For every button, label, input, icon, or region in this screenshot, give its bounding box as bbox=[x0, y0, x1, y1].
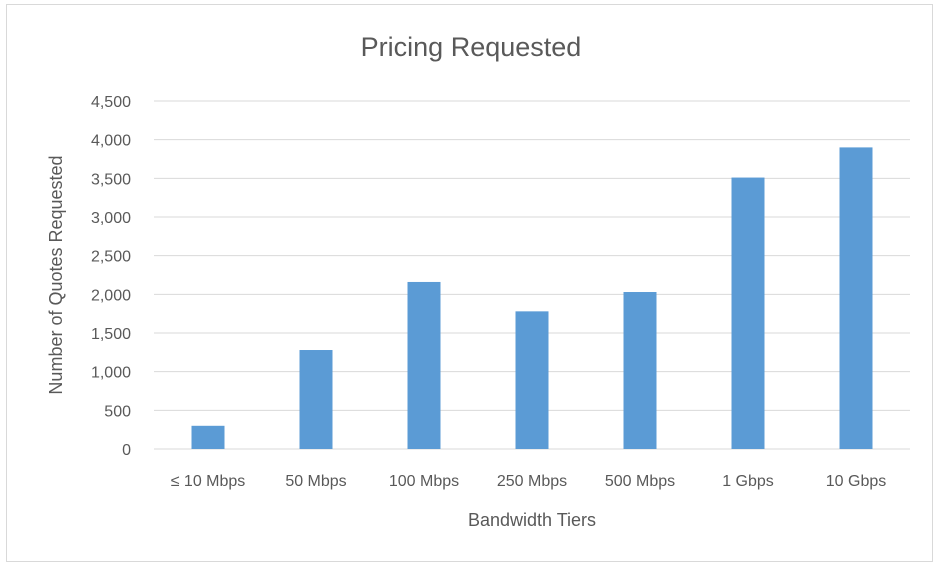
bar bbox=[407, 281, 441, 449]
y-tick-label: 4,000 bbox=[91, 133, 131, 150]
y-tick-label: 500 bbox=[104, 403, 131, 420]
y-axis-title: Number of Quotes Requested bbox=[46, 155, 66, 394]
x-axis-title: Bandwidth Tiers bbox=[468, 510, 596, 530]
y-tick-label: 3,500 bbox=[91, 171, 131, 188]
bar bbox=[191, 425, 225, 449]
bar bbox=[299, 350, 333, 449]
bar bbox=[731, 177, 765, 449]
y-tick-label: 4,500 bbox=[91, 94, 131, 111]
y-axis-ticks: 0 500 1,000 1,500 2,000 2,500 3,000 3,500 4,000 4… bbox=[91, 94, 131, 459]
x-tick-label: 250 Mbps bbox=[497, 473, 567, 490]
gridlines bbox=[154, 100, 910, 450]
y-tick-label: 2,000 bbox=[91, 287, 131, 304]
y-tick-label: 1,000 bbox=[91, 365, 131, 382]
chart-frame bbox=[6, 4, 933, 562]
x-tick-label: ≤ 10 Mbps bbox=[171, 473, 246, 490]
y-tick-label: 0 bbox=[122, 442, 131, 459]
chart-title: Pricing Requested bbox=[361, 32, 582, 62]
y-tick-label: 2,500 bbox=[91, 249, 131, 266]
x-tick-label: 1 Gbps bbox=[722, 473, 774, 490]
bar bbox=[515, 311, 549, 449]
y-tick-label: 1,500 bbox=[91, 326, 131, 343]
x-tick-label: 10 Gbps bbox=[826, 473, 886, 490]
bar bbox=[623, 292, 657, 449]
x-tick-label: 500 Mbps bbox=[605, 473, 675, 490]
x-axis-ticks: ≤ 10 Mbps 50 Mbps 100 Mbps 250 Mbps 500 Mbps… bbox=[171, 473, 887, 490]
bar bbox=[839, 147, 873, 449]
x-tick-label: 100 Mbps bbox=[389, 473, 459, 490]
x-tick-label: 50 Mbps bbox=[285, 473, 346, 490]
bars bbox=[191, 147, 873, 449]
y-tick-label: 3,000 bbox=[91, 210, 131, 227]
